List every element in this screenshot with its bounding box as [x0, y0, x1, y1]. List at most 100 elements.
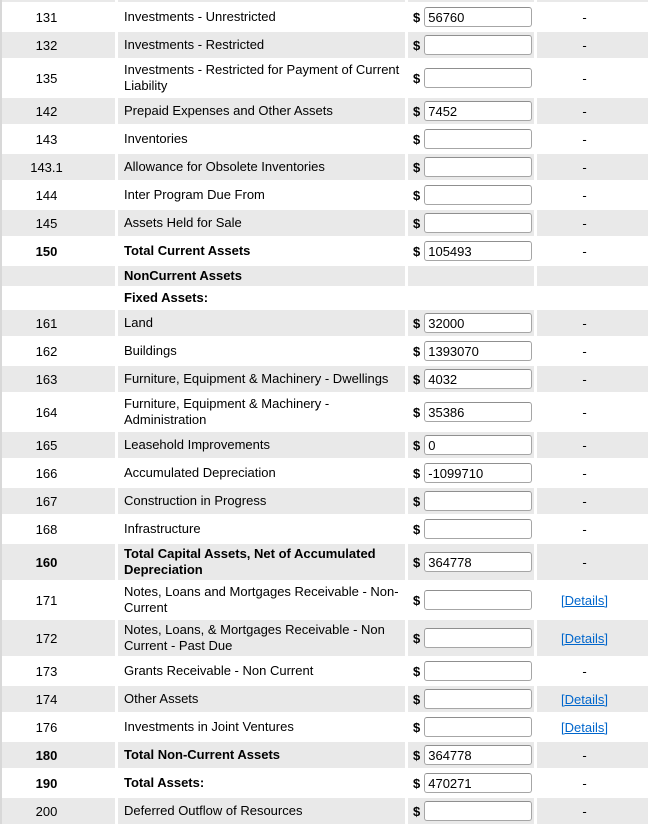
amount-input[interactable] — [424, 491, 533, 511]
amount-input[interactable] — [424, 463, 533, 483]
table-row: 165 Leasehold Improvements $ - — [2, 432, 648, 458]
dollar-sign: $ — [413, 37, 421, 53]
detail-cell: - — [537, 126, 648, 152]
table-row: 131 Investments - Unrestricted $ - — [2, 4, 648, 30]
line-item-label-cell: Prepaid Expenses and Other Assets — [118, 98, 405, 124]
line-number: 164 — [35, 404, 58, 420]
amount-input[interactable] — [424, 129, 533, 149]
amount-input[interactable] — [424, 213, 533, 233]
line-item-label: Investments - Unrestricted — [124, 9, 276, 24]
amount-input[interactable] — [424, 7, 533, 27]
amount-input[interactable] — [424, 157, 533, 177]
amount-cell: $ — [408, 516, 534, 542]
line-item-label: Notes, Loans, & Mortgages Receivable - N… — [124, 622, 385, 653]
details-link[interactable]: [Details] — [561, 719, 608, 735]
no-detail-dash: - — [582, 747, 587, 763]
table-row: 166 Accumulated Depreciation $ - — [2, 460, 648, 486]
amount-input[interactable] — [424, 661, 533, 681]
amount-cell: $ — [408, 338, 534, 364]
line-number-cell: 173 — [2, 658, 115, 684]
amount-input[interactable] — [424, 689, 533, 709]
detail-cell: - — [537, 366, 648, 392]
no-detail-dash: - — [582, 243, 587, 259]
amount-input[interactable] — [424, 313, 533, 333]
table-row: 180 Total Non-Current Assets $ - — [2, 742, 648, 768]
table-row: 200 Deferred Outflow of Resources $ - — [2, 798, 648, 824]
amount-cell: $ — [408, 460, 534, 486]
amount-cell: $ — [408, 210, 534, 236]
line-number-cell: 176 — [2, 714, 115, 740]
dollar-sign: $ — [413, 747, 421, 763]
dollar-sign: $ — [413, 404, 421, 420]
line-item-label-cell: Buildings — [118, 338, 405, 364]
line-item-label-cell: Infrastructure — [118, 516, 405, 542]
amount-input[interactable] — [424, 402, 533, 422]
dollar-sign: $ — [413, 343, 421, 359]
dollar-sign: $ — [413, 371, 421, 387]
amount-input[interactable] — [424, 628, 533, 648]
no-detail-dash: - — [582, 371, 587, 387]
line-number-cell: 132 — [2, 32, 115, 58]
line-number: 171 — [35, 592, 58, 608]
no-detail-dash: - — [582, 493, 587, 509]
detail-cell: - — [537, 32, 648, 58]
dollar-sign: $ — [413, 521, 421, 537]
no-detail-dash: - — [582, 131, 587, 147]
line-item-label-cell: Leasehold Improvements — [118, 432, 405, 458]
line-number: 162 — [35, 343, 58, 359]
line-number: 160 — [35, 554, 58, 570]
amount-input[interactable] — [424, 341, 533, 361]
table-row: 150 Total Current Assets $ - — [2, 238, 648, 264]
line-item-label-cell: Construction in Progress — [118, 488, 405, 514]
no-detail-dash: - — [582, 343, 587, 359]
amount-input[interactable] — [424, 552, 533, 572]
amount-input[interactable] — [424, 369, 533, 389]
amount-input[interactable] — [424, 717, 533, 737]
amount-cell: $ — [408, 798, 534, 824]
amount-input[interactable] — [424, 241, 533, 261]
line-item-label: Furniture, Equipment & Machinery - Admin… — [124, 396, 330, 427]
amount-input[interactable] — [424, 35, 533, 55]
line-number-cell: 161 — [2, 310, 115, 336]
no-detail-dash: - — [582, 465, 587, 481]
line-item-label-cell: NonCurrent Assets — [118, 266, 405, 286]
amount-cell: $ — [408, 98, 534, 124]
detail-cell: - — [537, 4, 648, 30]
details-link[interactable]: [Details] — [561, 630, 608, 646]
line-number-cell: 172 — [2, 620, 115, 656]
line-number: 166 — [35, 465, 58, 481]
amount-input[interactable] — [424, 745, 533, 765]
line-number-cell: 190 — [2, 770, 115, 796]
partial-cell — [408, 0, 534, 2]
details-link[interactable]: [Details] — [561, 691, 608, 707]
amount-input[interactable] — [424, 773, 533, 793]
line-number: 172 — [35, 630, 58, 646]
no-detail-dash: - — [582, 315, 587, 331]
line-item-label: Investments - Restricted for Payment of … — [124, 62, 400, 93]
detail-cell: [Details] — [537, 620, 648, 656]
line-item-label-cell: Furniture, Equipment & Machinery - Admin… — [118, 394, 405, 430]
table-row: 163 Furniture, Equipment & Machinery - Dw… — [2, 366, 648, 392]
detail-cell: - — [537, 338, 648, 364]
details-link[interactable]: [Details] — [561, 592, 608, 608]
detail-cell: - — [537, 488, 648, 514]
amount-input[interactable] — [424, 435, 533, 455]
amount-input[interactable] — [424, 801, 533, 821]
line-item-rows: 131 Investments - Unrestricted $ - 132 Invest… — [2, 4, 648, 824]
amount-cell: $ — [408, 582, 534, 618]
amount-input[interactable] — [424, 590, 533, 610]
line-item-label: Prepaid Expenses and Other Assets — [124, 103, 333, 118]
amount-input[interactable] — [424, 101, 533, 121]
line-number-cell: 168 — [2, 516, 115, 542]
line-number: 150 — [35, 243, 58, 259]
line-number-cell: 165 — [2, 432, 115, 458]
amount-cell: $ — [408, 394, 534, 430]
amount-input[interactable] — [424, 185, 533, 205]
dollar-sign: $ — [413, 493, 421, 509]
amount-cell: $ — [408, 310, 534, 336]
no-detail-dash: - — [582, 437, 587, 453]
amount-input[interactable] — [424, 519, 533, 539]
dollar-sign: $ — [413, 663, 421, 679]
amount-input[interactable] — [424, 68, 533, 88]
